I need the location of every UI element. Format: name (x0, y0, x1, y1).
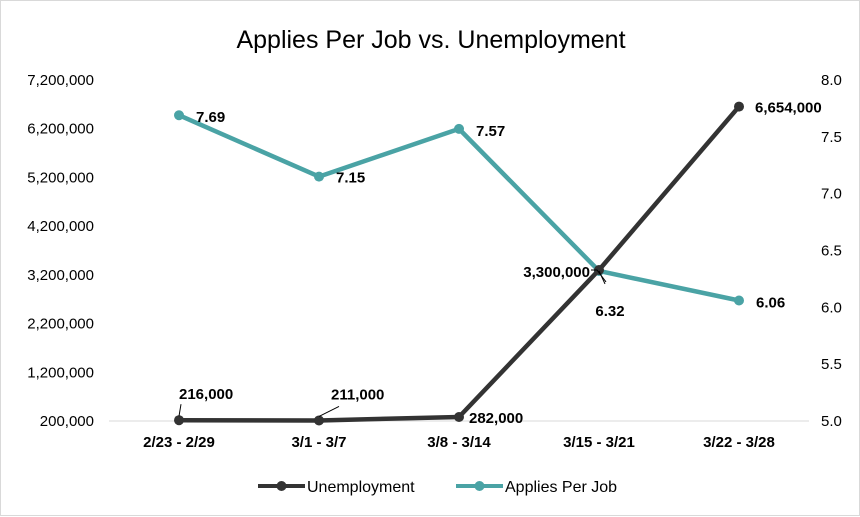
unemployment-label-leader (591, 269, 607, 283)
unemployment-label-leader (178, 404, 182, 417)
unemployment-point (314, 415, 324, 426)
left-tick-label: 6,200,000 (27, 121, 94, 138)
legend-applies-per-job-marker (474, 481, 485, 491)
legend: Unemployment Applies Per Job (258, 479, 617, 496)
unemployment-point (594, 264, 604, 275)
left-tick-label: 3,200,000 (27, 267, 94, 284)
right-tick-label: 6.5 (821, 243, 842, 260)
applies-per-job-point (314, 171, 324, 182)
applies-per-job-label-leader (598, 270, 606, 285)
unemployment-point (174, 415, 184, 426)
right-tick-label: 7.5 (821, 129, 842, 146)
x-tick-label: 3/1 - 3/7 (291, 434, 346, 451)
right-tick-label: 6.0 (821, 299, 842, 316)
legend-unemployment-marker (276, 481, 287, 491)
x-tick-label: 2/23 - 2/29 (143, 434, 215, 451)
applies-per-job-point (454, 123, 464, 134)
series-lines (174, 101, 744, 426)
right-tick-label: 5.5 (821, 356, 842, 373)
right-tick-label: 7.0 (821, 186, 842, 203)
unemployment-data-label: 3,300,000 (523, 264, 590, 281)
right-tick-label: 8.0 (821, 72, 842, 89)
legend-applies-per-job-label: Applies Per Job (505, 479, 617, 496)
left-tick-label: 4,200,000 (27, 218, 94, 235)
applies-per-job-data-label: 7.69 (196, 109, 225, 126)
data-labels: 216,000 211,000 282,000 3,300,000 6,654,000 7… (178, 100, 822, 427)
x-tick-label: 3/8 - 3/14 (427, 434, 491, 451)
unemployment-point (454, 412, 464, 423)
left-tick-label: 1,200,000 (27, 364, 94, 381)
applies-per-job-data-label: 7.15 (336, 170, 365, 187)
chart-title: Applies Per Job vs. Unemployment (236, 26, 625, 54)
unemployment-label-leader (318, 406, 340, 417)
left-tick-label: 200,000 (40, 413, 94, 430)
unemployment-point (734, 101, 744, 112)
x-tick-label: 3/22 - 3/28 (703, 434, 775, 451)
unemployment-data-label: 6,654,000 (755, 100, 822, 117)
applies-per-job-point (174, 110, 184, 121)
right-tick-label: 5.0 (821, 413, 842, 430)
legend-unemployment-label: Unemployment (307, 479, 415, 496)
left-tick-label: 2,200,000 (27, 316, 94, 333)
x-tick-label: 3/15 - 3/21 (563, 434, 635, 451)
applies-per-job-data-label: 6.32 (595, 303, 624, 320)
applies-per-job-data-label: 6.06 (756, 295, 785, 312)
unemployment-data-label: 216,000 (179, 386, 233, 403)
unemployment-data-label: 282,000 (469, 410, 523, 427)
applies-per-job-data-label: 7.57 (476, 123, 505, 140)
unemployment-data-label: 211,000 (331, 386, 384, 403)
axes: 200,000 1,200,000 2,200,000 3,200,000 4,200,… (27, 72, 842, 451)
applies-per-job-point (734, 295, 744, 306)
left-tick-label: 7,200,000 (27, 72, 94, 89)
left-tick-label: 5,200,000 (27, 169, 94, 186)
